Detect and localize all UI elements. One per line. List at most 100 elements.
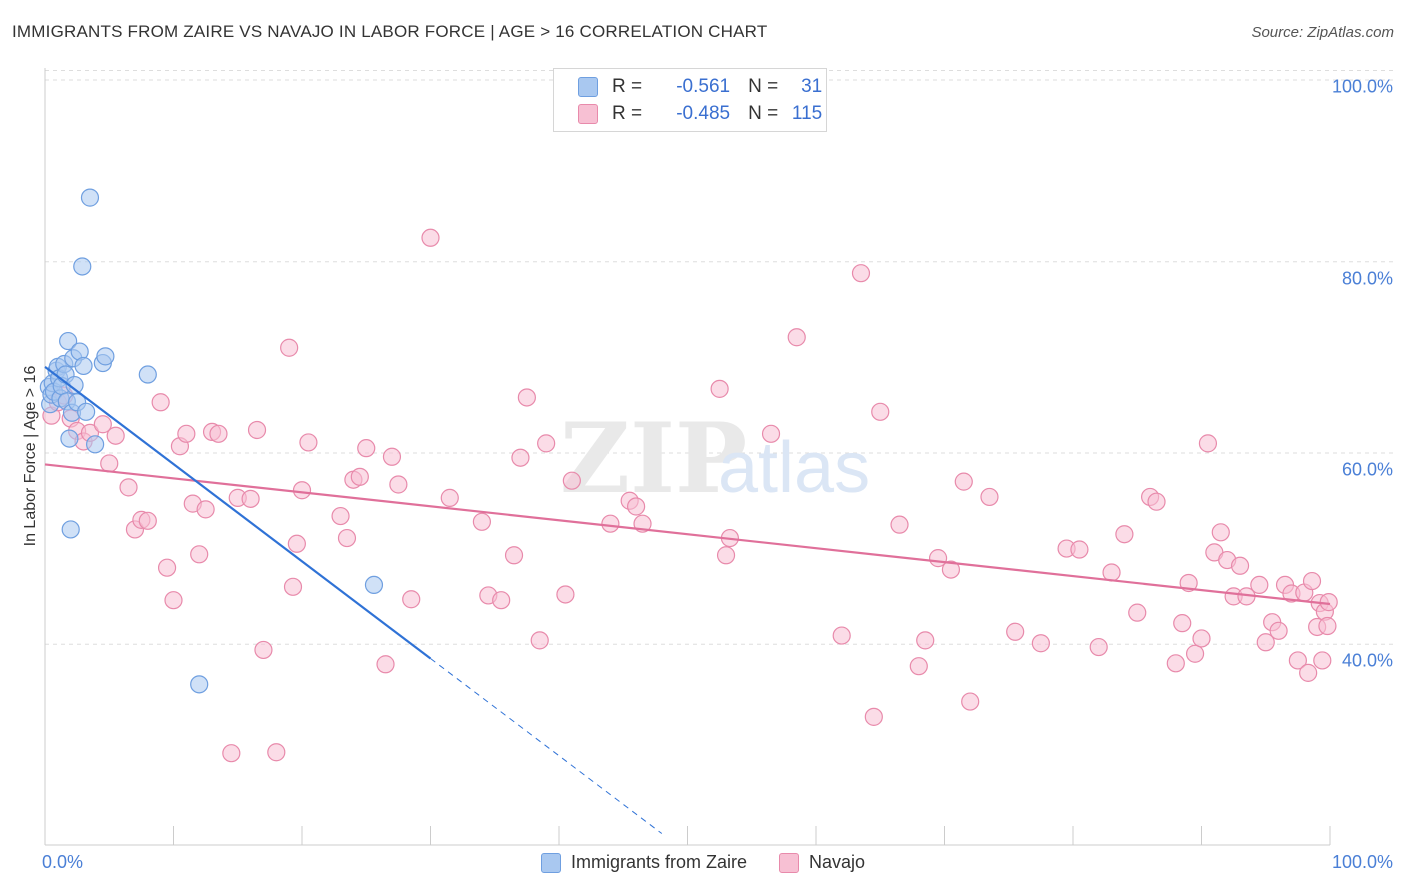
navajo-point <box>864 707 883 726</box>
chart-title: IMMIGRANTS FROM ZAIRE VS NAVAJO IN LABOR… <box>12 22 768 41</box>
zaire-point <box>96 347 115 366</box>
navajo-point <box>1250 575 1269 595</box>
navajo-point <box>601 514 620 533</box>
navajo-point <box>1115 525 1134 544</box>
zaire-point <box>86 435 105 454</box>
navajo-point <box>909 657 928 676</box>
legend-item-navajo[interactable]: Navajo <box>779 852 865 873</box>
navajo-point <box>472 512 491 531</box>
navajo-point <box>980 487 999 507</box>
navajo-point <box>299 433 318 452</box>
watermark-atlas: atlas <box>718 428 870 508</box>
navajo-point <box>402 590 421 609</box>
legend-swatch-navajo <box>578 104 598 124</box>
navajo-point <box>292 481 312 500</box>
navajo-point <box>357 439 376 458</box>
zaire-point <box>190 675 209 694</box>
legend-label-zaire: Immigrants from Zaire <box>570 852 747 872</box>
navajo-point <box>164 591 183 610</box>
navajo-point <box>350 467 369 486</box>
watermark: ZIP atlas <box>560 402 870 515</box>
navajo-point <box>961 692 980 711</box>
navajo-point <box>716 546 736 565</box>
legend-swatch-navajo <box>779 852 799 873</box>
navajo-point <box>1319 593 1338 612</box>
navajo-point <box>331 506 350 526</box>
navajo-point <box>1192 629 1211 648</box>
navajo-point <box>1166 654 1185 673</box>
navajo-point <box>832 626 851 645</box>
source-label: Source: ZipAtlas.com <box>1251 24 1394 41</box>
zaire-point <box>77 402 96 421</box>
navajo-point <box>1070 540 1089 559</box>
legend-r-label: R = <box>612 103 643 124</box>
zaire-point <box>138 365 157 384</box>
navajo-point <box>871 402 890 421</box>
zaire-point <box>364 575 384 595</box>
navajo-point <box>1288 651 1307 670</box>
series-legend: Immigrants from Zaire Navajo <box>0 852 1406 873</box>
navajo-point <box>1031 634 1050 653</box>
navajo-point <box>247 420 267 440</box>
navajo-point <box>941 560 961 579</box>
navajo-point <box>530 631 549 650</box>
navajo-point <box>1211 523 1230 542</box>
navajo-point <box>916 631 935 650</box>
navajo-point <box>537 434 556 453</box>
y-tick-label: 60.0% <box>1341 459 1393 480</box>
navajo-point <box>106 426 125 445</box>
navajo-point <box>1299 663 1318 682</box>
legend-r-value: -0.561 <box>676 76 731 97</box>
navajo-point <box>254 640 273 660</box>
legend-label-navajo: Navajo <box>809 852 866 872</box>
zaire-point <box>73 257 92 276</box>
navajo-point <box>196 500 215 519</box>
navajo-point <box>190 545 209 564</box>
navajo-point <box>421 228 440 247</box>
navajo-point <box>492 591 511 610</box>
navajo-point <box>376 655 395 674</box>
navajo-point <box>222 744 241 763</box>
navajo-point <box>267 743 286 762</box>
navajo-points <box>42 228 1338 763</box>
zaire-point <box>61 520 80 539</box>
legend-swatch-zaire <box>578 77 598 97</box>
y-tick-label: 80.0% <box>1341 268 1393 289</box>
navajo-point <box>890 515 909 534</box>
zaire-point <box>80 188 100 207</box>
axes <box>44 68 1331 846</box>
zaire-trendline-extension <box>430 658 663 834</box>
navajo-point <box>1318 616 1337 636</box>
navajo-point <box>209 424 228 443</box>
navajo-point <box>851 264 871 283</box>
navajo-trendline <box>44 463 1331 606</box>
y-tick-label: 100.0% <box>1331 76 1393 97</box>
x-tick-min: 0.0% <box>42 852 84 872</box>
navajo-point <box>177 424 196 443</box>
navajo-point <box>511 448 530 467</box>
navajo-point <box>151 393 170 412</box>
navajo-point <box>626 497 646 516</box>
navajo-point <box>954 472 973 491</box>
zaire-point <box>74 356 93 376</box>
zaire-point <box>59 331 78 351</box>
correlation-legend: R = -0.561 N = 31 R = -0.485 N = 115 <box>553 68 827 132</box>
navajo-point <box>287 534 306 553</box>
navajo-point <box>1256 633 1275 652</box>
navajo-point <box>1302 571 1322 591</box>
legend-item-zaire[interactable]: Immigrants from Zaire <box>540 852 747 873</box>
legend-r-label: R = <box>612 76 643 97</box>
watermark-zip: ZIP <box>560 402 747 515</box>
navajo-point <box>1089 637 1108 657</box>
legend-r-value: -0.485 <box>676 103 731 124</box>
navajo-point <box>119 478 138 497</box>
navajo-point <box>1128 603 1147 622</box>
navajo-point <box>787 328 806 347</box>
navajo-point <box>241 489 260 508</box>
navajo-point <box>1230 556 1250 575</box>
legend-row-zaire: R = -0.561 N = 31 <box>578 75 822 99</box>
legend-n-label: N = <box>748 103 779 124</box>
legend-swatch-zaire <box>540 852 561 873</box>
navajo-point <box>1006 622 1025 641</box>
